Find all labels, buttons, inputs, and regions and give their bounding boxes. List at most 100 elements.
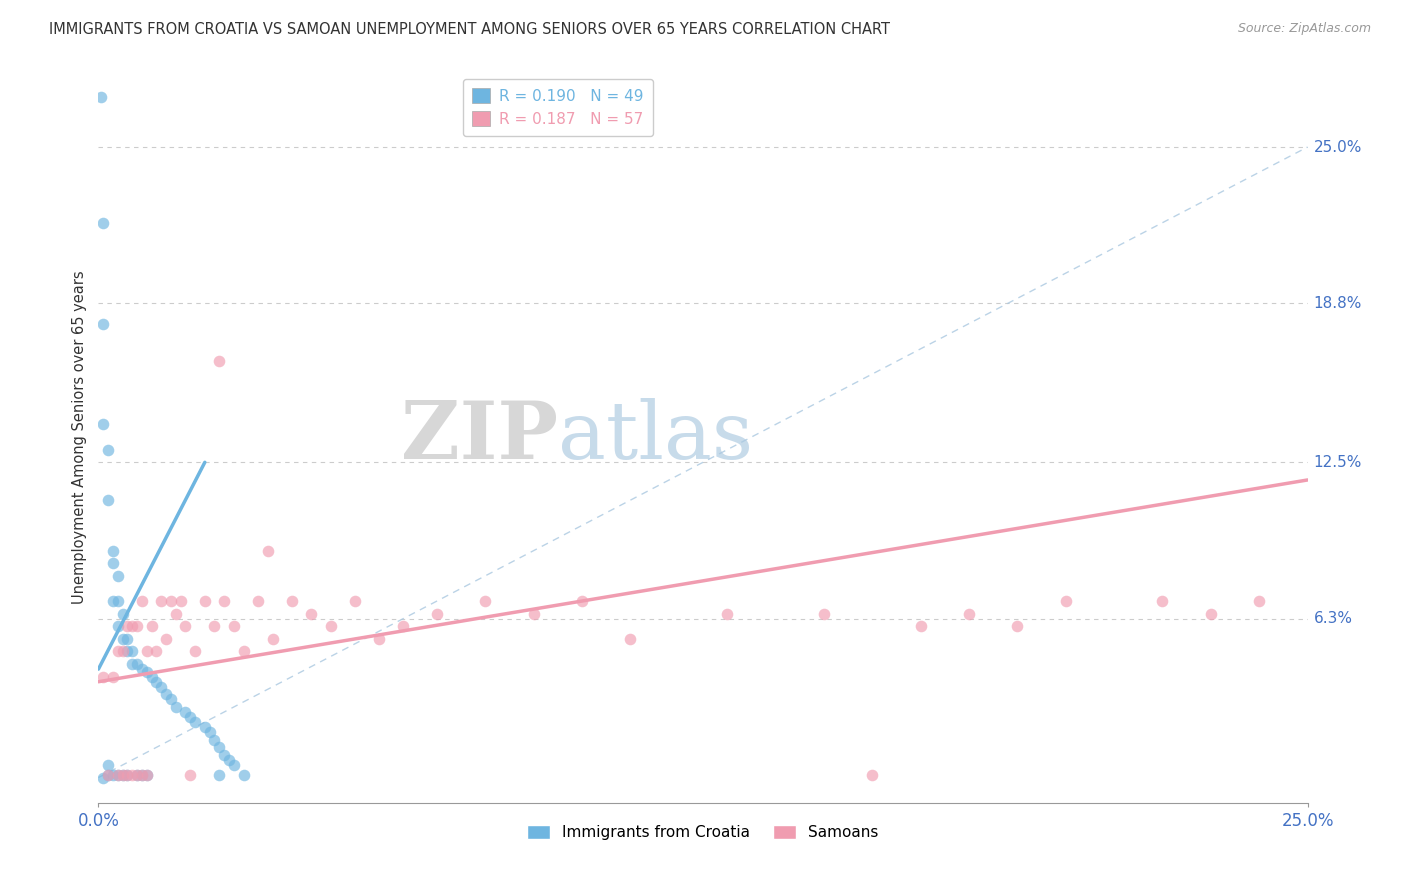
- Point: [127, 768, 149, 782]
- Point: [150, 680, 173, 694]
- Point: [91, 771, 114, 785]
- Point: [208, 740, 231, 755]
- Point: [222, 758, 245, 772]
- Point: [204, 619, 226, 633]
- Point: [107, 768, 129, 782]
- Point: [101, 543, 124, 558]
- Point: [141, 619, 163, 633]
- Point: [957, 607, 980, 621]
- Point: [160, 594, 183, 608]
- Point: [97, 758, 120, 772]
- Point: [474, 594, 496, 608]
- Point: [392, 619, 415, 633]
- Point: [319, 619, 342, 633]
- Point: [135, 768, 157, 782]
- Point: [165, 700, 187, 714]
- Point: [117, 768, 139, 782]
- Point: [1249, 594, 1271, 608]
- Point: [860, 768, 883, 782]
- Point: [131, 768, 153, 782]
- Point: [135, 665, 157, 679]
- Point: [101, 594, 124, 608]
- Point: [174, 619, 197, 633]
- Point: [145, 644, 167, 658]
- Point: [90, 89, 112, 103]
- Text: atlas: atlas: [558, 398, 754, 476]
- Point: [97, 768, 120, 782]
- Point: [117, 619, 139, 633]
- Text: 6.3%: 6.3%: [1313, 611, 1353, 626]
- Point: [160, 692, 183, 706]
- Point: [127, 619, 149, 633]
- Point: [131, 662, 153, 676]
- Point: [135, 768, 157, 782]
- Point: [101, 670, 124, 684]
- Point: [121, 768, 143, 782]
- Point: [368, 632, 391, 646]
- Point: [184, 644, 207, 658]
- Point: [111, 768, 134, 782]
- Point: [107, 644, 129, 658]
- Point: [107, 594, 129, 608]
- Point: [135, 644, 157, 658]
- Point: [426, 607, 449, 621]
- Point: [150, 594, 173, 608]
- Point: [111, 768, 134, 782]
- Point: [117, 644, 139, 658]
- Point: [523, 607, 546, 621]
- Point: [101, 768, 124, 782]
- Point: [117, 768, 139, 782]
- Point: [107, 768, 129, 782]
- Point: [91, 670, 114, 684]
- Point: [131, 768, 153, 782]
- Point: [281, 594, 304, 608]
- Point: [194, 720, 217, 734]
- Point: [169, 594, 191, 608]
- Point: [91, 317, 114, 331]
- Point: [179, 768, 201, 782]
- Point: [222, 619, 245, 633]
- Point: [256, 543, 278, 558]
- Point: [184, 715, 207, 730]
- Point: [232, 644, 254, 658]
- Point: [111, 632, 134, 646]
- Point: [127, 768, 149, 782]
- Point: [155, 687, 177, 701]
- Point: [107, 569, 129, 583]
- Point: [121, 619, 143, 633]
- Point: [121, 644, 143, 658]
- Point: [179, 710, 201, 724]
- Text: 12.5%: 12.5%: [1313, 455, 1362, 470]
- Point: [194, 594, 217, 608]
- Point: [299, 607, 322, 621]
- Point: [131, 594, 153, 608]
- Point: [619, 632, 641, 646]
- Point: [208, 354, 231, 368]
- Point: [165, 607, 187, 621]
- Point: [97, 493, 120, 508]
- Point: [571, 594, 593, 608]
- Legend: Immigrants from Croatia, Samoans: Immigrants from Croatia, Samoans: [522, 819, 884, 847]
- Point: [174, 705, 197, 719]
- Point: [208, 768, 231, 782]
- Point: [111, 607, 134, 621]
- Text: ZIP: ZIP: [401, 398, 558, 476]
- Point: [218, 753, 240, 767]
- Point: [204, 732, 226, 747]
- Point: [111, 644, 134, 658]
- Point: [247, 594, 270, 608]
- Point: [212, 594, 235, 608]
- Point: [343, 594, 366, 608]
- Point: [212, 747, 235, 762]
- Point: [141, 670, 163, 684]
- Point: [145, 674, 167, 689]
- Point: [97, 768, 120, 782]
- Point: [262, 632, 284, 646]
- Point: [107, 619, 129, 633]
- Point: [97, 442, 120, 457]
- Text: IMMIGRANTS FROM CROATIA VS SAMOAN UNEMPLOYMENT AMONG SENIORS OVER 65 YEARS CORRE: IMMIGRANTS FROM CROATIA VS SAMOAN UNEMPL…: [49, 22, 890, 37]
- Point: [127, 657, 149, 671]
- Point: [91, 417, 114, 432]
- Text: 25.0%: 25.0%: [1313, 139, 1362, 154]
- Point: [198, 725, 221, 739]
